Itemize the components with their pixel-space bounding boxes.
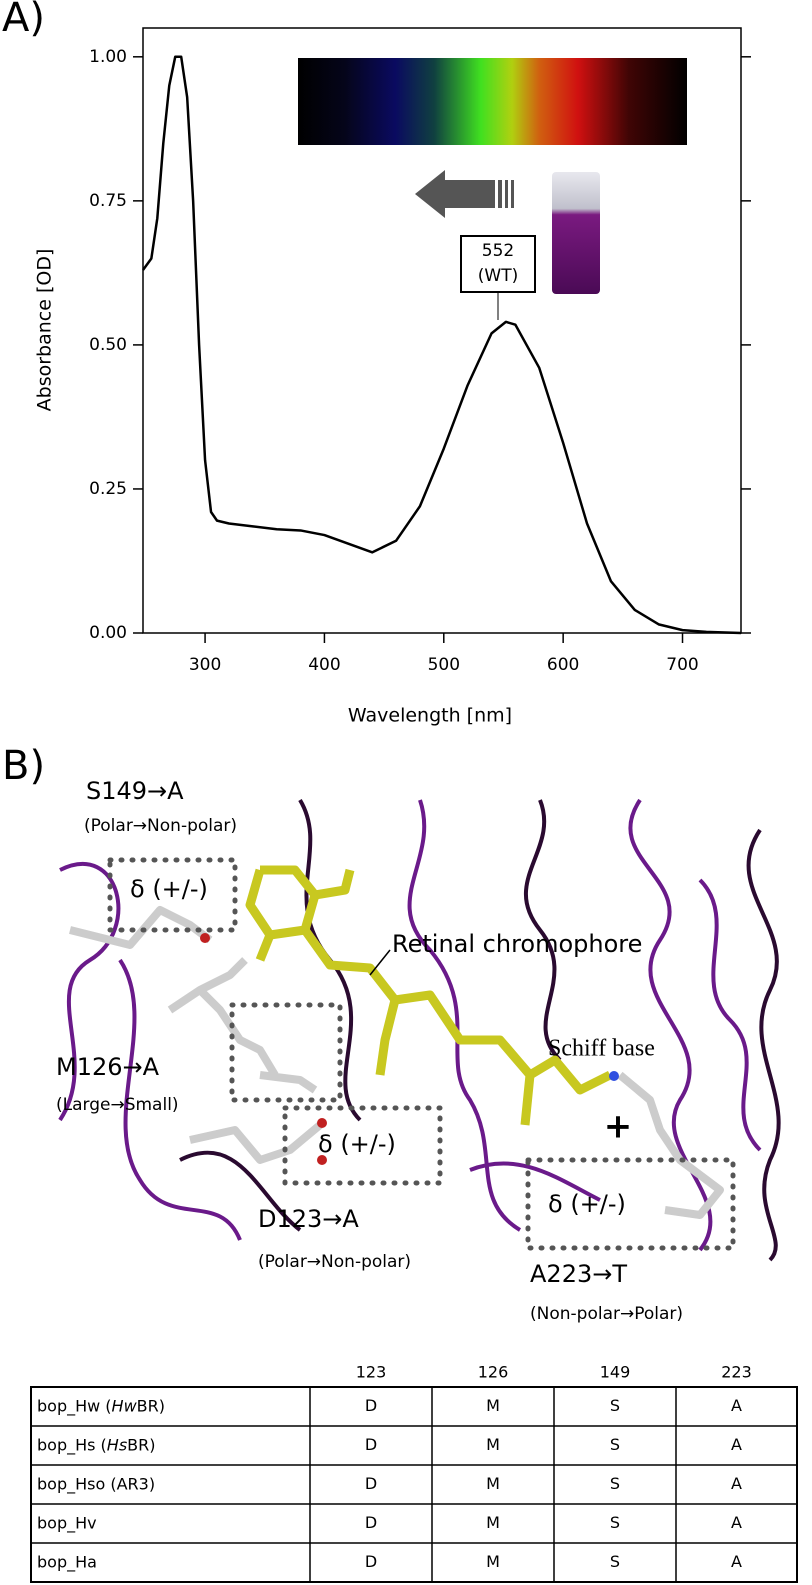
annotation-box — [460, 235, 536, 293]
column-header: 149 — [600, 1363, 631, 1382]
mutation-site: A223→T — [530, 1260, 627, 1288]
table-cell: D — [365, 1552, 377, 1571]
nitrogen-atom — [609, 1071, 619, 1081]
y-axis-title: Absorbance [OD] — [34, 249, 56, 412]
dotted-box — [282, 1105, 443, 1186]
x-tick-label: 300 — [189, 655, 221, 675]
charge: + — [604, 1107, 633, 1147]
absorbance-line — [141, 55, 742, 635]
schiff-base-label: Schiff base — [548, 1036, 655, 1062]
table-cell: D — [365, 1396, 377, 1415]
table-cell: D — [365, 1474, 377, 1493]
row-name-part: bop_Hw ( — [37, 1396, 112, 1416]
row-name-part: Hw — [112, 1396, 138, 1415]
table-cell: S — [610, 1513, 620, 1532]
table-cell: M — [486, 1435, 500, 1454]
x-tick-label: 700 — [666, 655, 698, 675]
y-tick-label: 0.25 — [89, 479, 127, 499]
table-cell: D — [365, 1513, 377, 1532]
table-cell: A — [731, 1435, 742, 1454]
table-cell: A — [731, 1396, 742, 1415]
row-name-part: BR) — [137, 1396, 165, 1415]
y-tick-label: 0.50 — [89, 335, 127, 355]
table-cell: A — [731, 1552, 742, 1571]
row-name-part: bop_Hv — [37, 1513, 97, 1533]
row-name-part: bop_Hso (AR3) — [37, 1474, 155, 1494]
row-name-part: bop_Ha — [37, 1552, 97, 1572]
annotation: 552 — [482, 241, 514, 261]
y-tick-label: 0.75 — [89, 191, 127, 211]
table-cell: S — [610, 1396, 620, 1415]
row-name: bop_Ha — [37, 1552, 97, 1572]
delta-label: δ (+/-) — [318, 1130, 396, 1158]
table-cell: M — [486, 1396, 500, 1415]
y-tick-label: 0.00 — [89, 623, 127, 643]
delta-label: δ (+/-) — [548, 1190, 626, 1218]
oxygen-atom — [200, 933, 210, 943]
panel-label: A) — [2, 0, 45, 41]
shift-arrow — [415, 170, 514, 218]
x-axis-title: Wavelength [nm] — [348, 705, 512, 727]
plot-frame — [142, 27, 742, 634]
table-cell: M — [486, 1552, 500, 1571]
mutation-site: M126→A — [56, 1053, 160, 1081]
row-name: bop_Hv — [37, 1513, 97, 1533]
x-tick-label: 400 — [308, 655, 340, 675]
row-name: bop_Hso (AR3) — [37, 1474, 155, 1494]
column-header: 123 — [356, 1363, 387, 1382]
delta-label: δ (+/-) — [130, 875, 208, 903]
dotted-box — [525, 1157, 736, 1251]
table-cell: S — [610, 1435, 620, 1454]
mutation-site: D123→A — [258, 1205, 359, 1233]
mutation-change: (Non-polar→Polar) — [530, 1304, 683, 1324]
row-name-part: BR) — [127, 1435, 155, 1454]
side-chains — [69, 906, 724, 1219]
table-border — [30, 1386, 798, 1583]
table-cell: A — [731, 1474, 742, 1493]
retinal-chromophore — [245, 865, 613, 1126]
x-tick-label: 500 — [428, 655, 460, 675]
row-name-part: Hs — [107, 1435, 127, 1454]
cuvette — [552, 172, 600, 294]
spectrum-bar — [298, 58, 687, 145]
table-cell: D — [365, 1435, 377, 1454]
row-name-part: bop_Hs ( — [37, 1435, 107, 1455]
leader-line — [369, 949, 391, 976]
table-cell: S — [610, 1474, 620, 1493]
table-cell: A — [731, 1513, 742, 1532]
y-tick-label: 1.00 — [89, 47, 127, 67]
column-header: 223 — [721, 1363, 752, 1382]
mutation-change: (Large→Small) — [56, 1095, 179, 1115]
oxygen-atom — [317, 1118, 327, 1128]
panel-label: B) — [2, 743, 45, 789]
table-cell: M — [486, 1474, 500, 1493]
mutation-site: S149→A — [86, 777, 184, 805]
column-header: 126 — [478, 1363, 509, 1382]
x-tick-label: 600 — [547, 655, 579, 675]
row-name: bop_Hw (HwBR) — [37, 1396, 165, 1416]
row-name: bop_Hs (HsBR) — [37, 1435, 156, 1455]
dotted-box — [107, 857, 238, 933]
table-cell: S — [610, 1552, 620, 1571]
mutation-change: (Polar→Non-polar) — [84, 816, 237, 836]
dotted-box — [229, 1002, 343, 1103]
annotation: (WT) — [478, 266, 518, 286]
oxygen-atom — [317, 1155, 327, 1165]
protein-ribbons — [58, 798, 781, 1262]
table-cell: M — [486, 1513, 500, 1532]
mutation-change: (Polar→Non-polar) — [258, 1252, 411, 1272]
retinal-label: Retinal chromophore — [392, 930, 642, 958]
